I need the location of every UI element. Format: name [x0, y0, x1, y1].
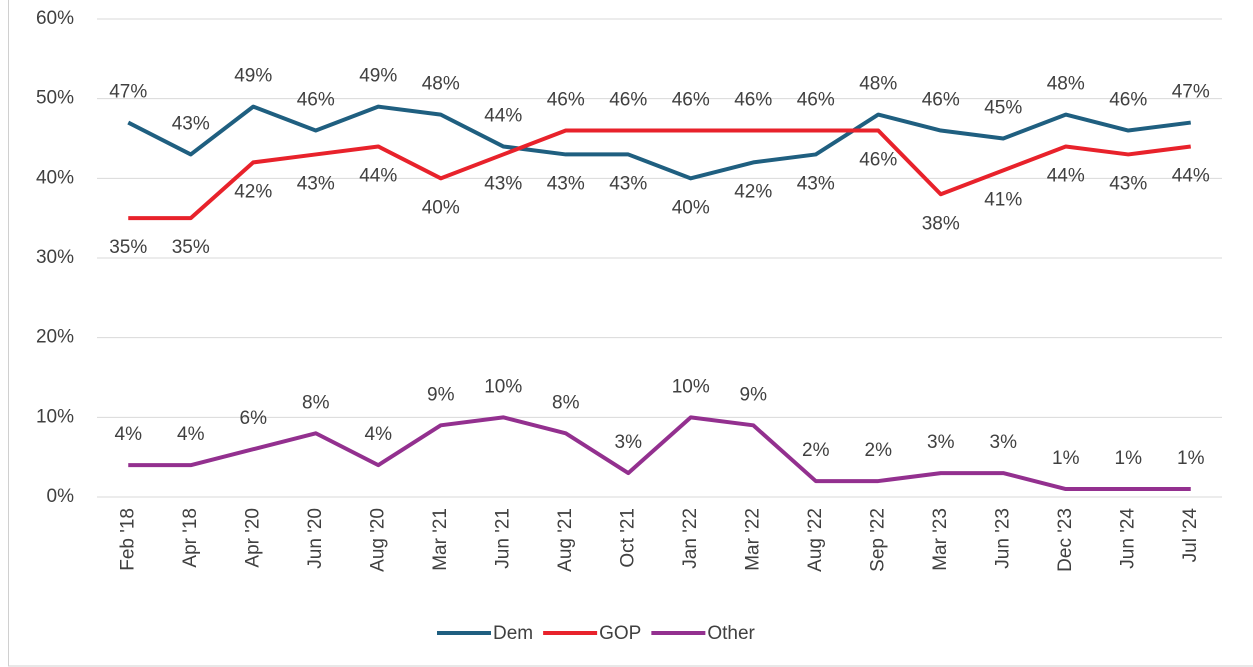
data-label: 10%	[672, 376, 710, 397]
data-label: 46%	[672, 90, 710, 111]
data-label: 43%	[797, 173, 835, 194]
data-label: 40%	[422, 197, 460, 218]
data-label: 49%	[359, 66, 397, 87]
y-tick-label: 10%	[36, 406, 74, 427]
data-label: 42%	[234, 181, 272, 202]
legend-label: Other	[707, 623, 755, 644]
data-label: 42%	[734, 181, 772, 202]
x-tick-label: Jun '21	[492, 508, 513, 569]
data-label: 43%	[297, 173, 335, 194]
x-tick-label: Jun '20	[305, 508, 326, 569]
data-label: 44%	[484, 105, 522, 126]
x-tick-label: Aug '20	[367, 508, 388, 572]
data-label: 4%	[365, 424, 393, 445]
data-label: 1%	[1115, 448, 1143, 469]
data-label: 1%	[1177, 448, 1205, 469]
x-tick-label: Aug '21	[555, 508, 576, 572]
data-label: 48%	[859, 74, 897, 95]
data-label: 9%	[740, 384, 768, 405]
x-tick-label: Aug '22	[805, 508, 826, 572]
data-label: 46%	[734, 90, 772, 111]
x-tick-label: Apr '18	[180, 508, 201, 568]
data-label: 43%	[547, 173, 585, 194]
y-tick-label: 40%	[36, 167, 74, 188]
x-tick-label: Jun '23	[992, 508, 1013, 569]
legend-label: Dem	[493, 623, 533, 644]
data-label: 49%	[234, 66, 272, 87]
series-line	[128, 128, 1192, 221]
data-label: 3%	[927, 432, 955, 453]
data-label: 44%	[359, 165, 397, 186]
data-label: 10%	[484, 376, 522, 397]
data-label: 46%	[609, 90, 647, 111]
y-tick-label: 30%	[36, 247, 74, 268]
data-label: 40%	[672, 197, 710, 218]
data-label: 1%	[1052, 448, 1080, 469]
x-tick-label: Feb '18	[117, 508, 138, 571]
data-label: 43%	[609, 173, 647, 194]
data-label: 46%	[859, 150, 897, 171]
series-line	[128, 415, 1191, 492]
series-line	[127, 104, 1192, 181]
data-label: 44%	[1172, 165, 1210, 186]
data-label: 46%	[797, 90, 835, 111]
data-label: 44%	[1047, 165, 1085, 186]
x-tick-label: Mar '22	[742, 508, 763, 571]
data-label: 9%	[427, 384, 455, 405]
data-label: 2%	[865, 440, 893, 461]
data-label: 43%	[1109, 173, 1147, 194]
data-label: 48%	[422, 74, 460, 95]
x-tick-label: Mar '21	[430, 508, 451, 571]
y-tick-label: 60%	[36, 8, 74, 29]
data-label: 43%	[484, 173, 522, 194]
data-label: 45%	[984, 98, 1022, 119]
data-label: 35%	[109, 237, 147, 258]
frame	[8, 0, 1253, 667]
y-tick-label: 20%	[36, 327, 74, 348]
data-label: 46%	[297, 90, 335, 111]
data-label: 6%	[240, 408, 268, 429]
data-label: 8%	[552, 392, 580, 413]
data-label: 3%	[615, 432, 643, 453]
x-tick-label: Dec '23	[1055, 508, 1076, 572]
data-label: 38%	[922, 213, 960, 234]
x-tick-label: Jan '22	[680, 508, 701, 569]
data-label: 48%	[1047, 74, 1085, 95]
data-label: 4%	[115, 424, 143, 445]
data-label: 47%	[109, 82, 147, 103]
x-tick-label: Apr '20	[242, 508, 263, 568]
data-label: 35%	[172, 237, 210, 258]
data-label: 46%	[547, 90, 585, 111]
data-label: 43%	[172, 113, 210, 134]
data-label: 2%	[802, 440, 830, 461]
y-tick-label: 50%	[36, 88, 74, 109]
data-label: 46%	[922, 90, 960, 111]
x-tick-label: Sep '22	[867, 508, 888, 572]
legend-label: GOP	[599, 623, 641, 644]
data-label: 46%	[1109, 90, 1147, 111]
data-label: 41%	[984, 189, 1022, 210]
data-label: 4%	[177, 424, 205, 445]
x-tick-label: Mar '23	[930, 508, 951, 571]
data-label: 3%	[990, 432, 1018, 453]
data-label: 8%	[302, 392, 330, 413]
data-label: 47%	[1172, 82, 1210, 103]
y-tick-label: 0%	[47, 486, 75, 507]
x-tick-label: Jun '24	[1117, 508, 1138, 569]
x-tick-label: Oct '21	[617, 508, 638, 568]
x-tick-label: Jul '24	[1180, 508, 1201, 563]
